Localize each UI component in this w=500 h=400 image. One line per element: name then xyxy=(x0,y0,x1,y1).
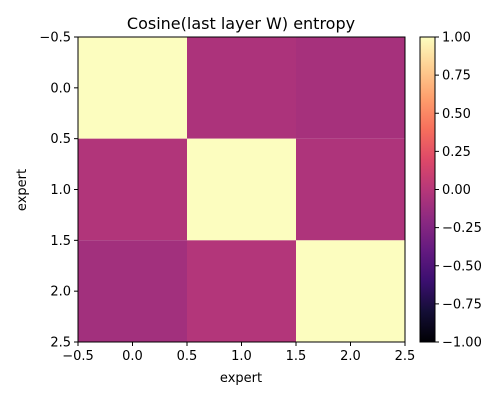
colorbar xyxy=(419,36,436,343)
heatmap-cell xyxy=(187,138,296,241)
y-tick-label: 1.5 xyxy=(50,234,71,249)
colorbar-tick-label: 1.00 xyxy=(442,31,471,46)
y-tick-label: 2.5 xyxy=(50,336,71,351)
heatmap-cell xyxy=(78,37,187,139)
x-axis-label: expert xyxy=(220,371,262,386)
heatmap-cell xyxy=(78,240,187,342)
chart-title: Cosine(last layer W) entropy xyxy=(127,14,355,33)
y-tick-label: 2.0 xyxy=(50,285,71,300)
colorbar-tick-label: −0.25 xyxy=(442,221,482,236)
x-tick-label: 2.5 xyxy=(395,349,416,364)
y-axis-label: expert xyxy=(15,169,30,211)
colorbar-tick-label: −0.50 xyxy=(442,259,482,274)
colorbar-tick-label: 0.50 xyxy=(442,107,471,122)
y-tick-label: 0.5 xyxy=(50,132,71,147)
colorbar-tick-label: −0.75 xyxy=(442,297,482,312)
colorbar-tick-label: −1.00 xyxy=(442,336,482,351)
y-tick-label: 0.0 xyxy=(50,81,71,96)
heatmap-cell xyxy=(78,138,187,241)
colorbar-tick-label: 0.25 xyxy=(442,145,471,160)
heatmap-cell xyxy=(187,37,296,139)
x-tick-label: 1.0 xyxy=(231,349,252,364)
y-tick-label: 1.0 xyxy=(50,183,71,198)
colorbar-ticks: 1.00 0.75 0.50 0.25 0.00 −0.25 −0.50 −0.75 −1.00 xyxy=(435,31,482,351)
heatmap-cell xyxy=(296,37,405,139)
heatmap-cell xyxy=(187,240,296,342)
colorbar-tick-label: 0.75 xyxy=(442,69,471,84)
heatmap-cells xyxy=(78,37,405,342)
heatmap-cell xyxy=(296,240,405,342)
x-tick-label: 0.5 xyxy=(177,349,198,364)
colorbar-tick-label: 0.00 xyxy=(442,183,471,198)
x-tick-label: 2.0 xyxy=(340,349,361,364)
x-axis-ticks: −0.5 0.0 0.5 1.0 1.5 2.0 2.5 xyxy=(62,342,415,364)
y-tick-label: −0.5 xyxy=(39,31,71,46)
heatmap-cell xyxy=(296,138,405,241)
y-axis-ticks: −0.5 0.0 0.5 1.0 1.5 2.0 2.5 xyxy=(39,31,78,351)
x-tick-label: 0.0 xyxy=(122,349,143,364)
x-tick-label: −0.5 xyxy=(62,349,94,364)
x-tick-label: 1.5 xyxy=(286,349,307,364)
